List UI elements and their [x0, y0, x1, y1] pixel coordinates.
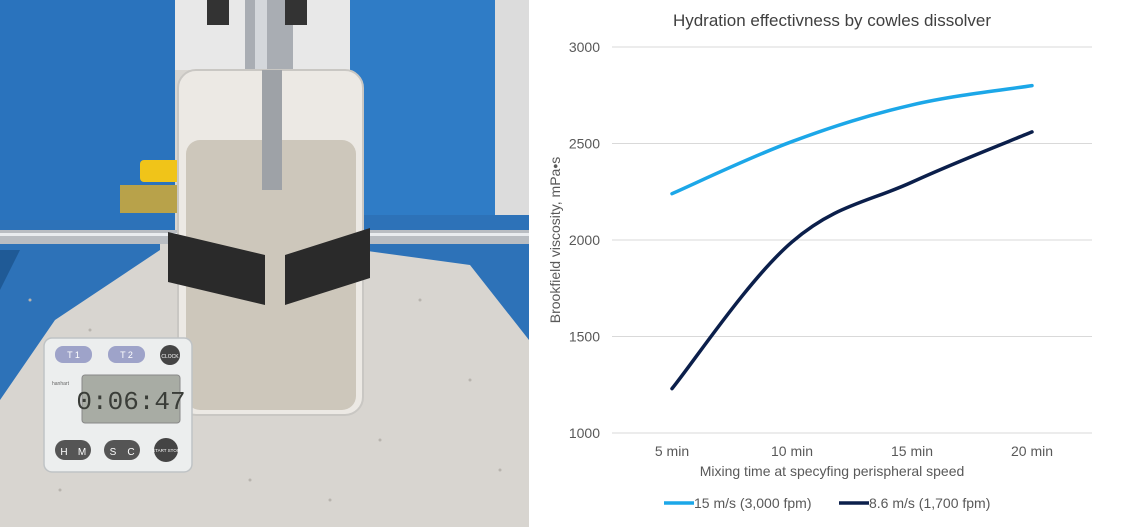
- timer-button-h: H: [60, 447, 67, 458]
- x-axis-label: Mixing time at specyfing perispheral spe…: [700, 463, 965, 479]
- timer-display: 0:06:47: [76, 387, 185, 417]
- y-tick-label: 1500: [569, 329, 600, 345]
- x-tick-label: 15 min: [891, 443, 933, 459]
- line-chart: Hydration effectivness by cowles dissolv…: [547, 11, 1092, 511]
- y-axis-label: Brookfield viscosity, mPa•s: [547, 157, 563, 323]
- x-tick-label: 10 min: [771, 443, 813, 459]
- timer-button-t1: T 1: [67, 350, 80, 360]
- y-tick-label: 3000: [569, 39, 600, 55]
- timer-device: T 1 T 2 CLOCK hanhart 0:06:47 H M S C ST…: [43, 337, 193, 473]
- x-tick-label: 5 min: [655, 443, 689, 459]
- y-axis-ticks: 1000 1500 2000 2500 3000: [569, 39, 600, 441]
- chart-title: Hydration effectivness by cowles dissolv…: [673, 11, 991, 30]
- timer-button-c: C: [127, 447, 134, 458]
- timer-button-t2: T 2: [120, 350, 133, 360]
- series-line-2: [670, 130, 1034, 391]
- timer-brand: hanhart: [52, 381, 70, 387]
- y-tick-label: 2500: [569, 136, 600, 152]
- timer-button-s: S: [110, 447, 117, 458]
- series-lines: [670, 83, 1034, 391]
- timer-button-clock: CLOCK: [161, 354, 179, 360]
- x-tick-label: 20 min: [1011, 443, 1053, 459]
- lab-photo: T 1 T 2 CLOCK hanhart 0:06:47 H M S C ST…: [0, 0, 529, 527]
- gridlines: [612, 46, 1092, 434]
- timer-button-m: M: [78, 447, 86, 458]
- legend-label: 15 m/s (3,000 fpm): [694, 495, 812, 511]
- y-tick-label: 1000: [569, 425, 600, 441]
- x-axis-ticks: 5 min 10 min 15 min 20 min: [655, 443, 1053, 459]
- series-line-1: [670, 83, 1034, 196]
- legend-label: 8.6 m/s (1,700 fpm): [869, 495, 990, 511]
- timer-button-start-stop: START STOP: [152, 448, 180, 453]
- y-tick-label: 2000: [569, 232, 600, 248]
- legend: 15 m/s (3,000 fpm) 8.6 m/s (1,700 fpm): [664, 495, 990, 511]
